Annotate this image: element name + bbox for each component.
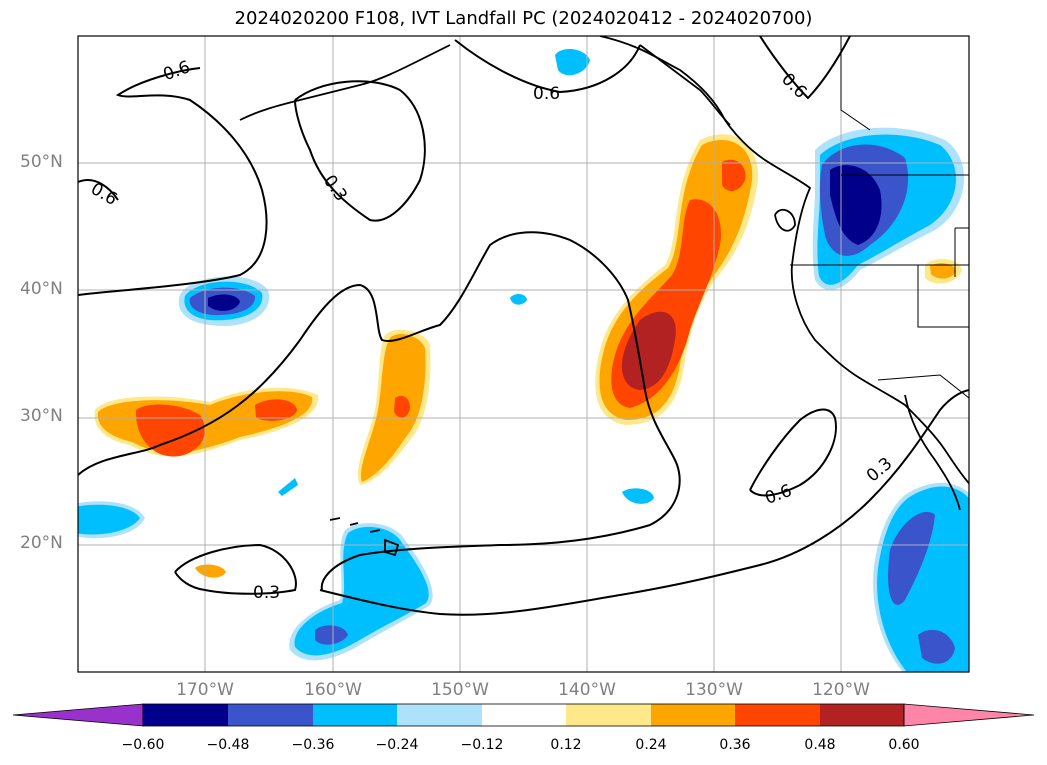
gulf-of-alaska-islands [639, 44, 731, 126]
colorbar-bin [228, 704, 313, 726]
positive-anomaly-hawaii-west [195, 564, 226, 578]
contour-label: 0.6 [161, 57, 193, 85]
colorbar-tick-label: −0.60 [121, 737, 165, 753]
contour-label: 0.6 [762, 481, 794, 509]
political-boundaries [790, 36, 969, 399]
contour-label: 0.6 [533, 84, 560, 104]
contour-0.3-main [78, 231, 681, 591]
lat-label-40n: 40°N [20, 279, 63, 299]
negative-anomaly-hawaii-core [315, 625, 348, 645]
colorbar-tick-label: 0.48 [804, 737, 836, 753]
contour-0.6-northwest [78, 67, 268, 296]
baja-coast [904, 394, 961, 511]
colorbar-tick-label: 0.60 [888, 737, 920, 753]
contour-0.3-aleutian [294, 80, 426, 222]
lon-label-130w: 130°W [685, 680, 743, 700]
contour-label: 0.3 [253, 583, 280, 603]
colorbar-bin [651, 704, 735, 726]
negative-anomaly-small-1 [510, 294, 527, 305]
colorbar-extend-high [903, 703, 1035, 727]
lon-label-150w: 150°W [431, 680, 489, 700]
negative-anomaly-northwest-core [208, 294, 240, 311]
colorbar [12, 703, 1035, 727]
positive-anomaly-central-core [394, 395, 410, 418]
contour-labels: 0.6 0.6 0.6 0.6 0.3 0.3 0.3 0.6 [87, 57, 896, 603]
contour-0.6-west-edge [78, 179, 119, 201]
positive-anomaly-west-core2 [255, 399, 297, 421]
colorbar-bin [566, 704, 651, 726]
negative-anomaly-alaska-gulf [555, 48, 590, 76]
negative-anomaly-west-edge-inner [78, 504, 140, 535]
lat-label-50n: 50°N [20, 152, 63, 172]
colorbar-bin [820, 704, 904, 726]
map-frame [77, 35, 970, 673]
lat-label-20n: 20°N [20, 533, 63, 553]
colorbar-tick-label: −0.24 [375, 737, 419, 753]
ivt-field [78, 48, 969, 672]
colorbar-tick-label: −0.12 [460, 737, 504, 753]
probability-contours [78, 36, 969, 616]
colorbar-extend-low [12, 703, 144, 727]
contour-label: 0.6 [87, 179, 120, 210]
colorbar-tick-label: 0.12 [550, 737, 582, 753]
contour-0.6-subtropical [749, 408, 837, 497]
lat-label-30n: 30°N [20, 406, 63, 426]
negative-anomaly-hawaii-inner [294, 526, 429, 656]
colorbar-bin [735, 704, 820, 726]
vancouver-island [774, 208, 796, 232]
colorbar-bin [397, 704, 482, 726]
contour-0.3-southern [319, 389, 969, 616]
colorbar-bin [482, 704, 566, 726]
contour-0.6-alaska [454, 39, 641, 94]
colorbar-frame [142, 703, 905, 727]
atmospheric-river-north-core [722, 159, 746, 192]
lon-label-170w: 170°W [176, 680, 234, 700]
map-title: 2024020200 F108, IVT Landfall PC (202402… [234, 8, 813, 29]
colorbar-tick-label: 0.36 [719, 737, 751, 753]
colorbar-tick-label: −0.36 [291, 737, 335, 753]
colorbar-bin [313, 704, 397, 726]
contour-0.6-northeast [759, 36, 851, 100]
lon-label-120w: 120°W [812, 680, 870, 700]
contour-label: 0.6 [777, 69, 810, 102]
positive-anomaly-great-basin-core [930, 263, 956, 279]
aleutian-islands [239, 44, 451, 121]
coastlines [239, 36, 969, 557]
north-america-coast [599, 36, 969, 485]
negative-anomaly-small-2 [622, 488, 654, 504]
lon-label-140w: 140°W [558, 680, 616, 700]
negative-anomaly-small-3 [278, 478, 298, 496]
hawaii-islands [329, 517, 400, 557]
negative-anomaly-pnw-core [830, 165, 882, 245]
colorbar-bin [143, 704, 228, 726]
colorbar-tick-label: −0.48 [206, 737, 250, 753]
lon-label-160w: 160°W [304, 680, 362, 700]
contour-label: 0.3 [863, 454, 897, 487]
negative-anomaly-baja-mid [888, 511, 935, 605]
contour-0.3-hawaii-west [174, 543, 297, 595]
negative-anomaly-baja-core [918, 629, 955, 664]
positive-anomaly-central-inner [360, 334, 426, 482]
colorbar-tick-label: 0.24 [635, 737, 667, 753]
